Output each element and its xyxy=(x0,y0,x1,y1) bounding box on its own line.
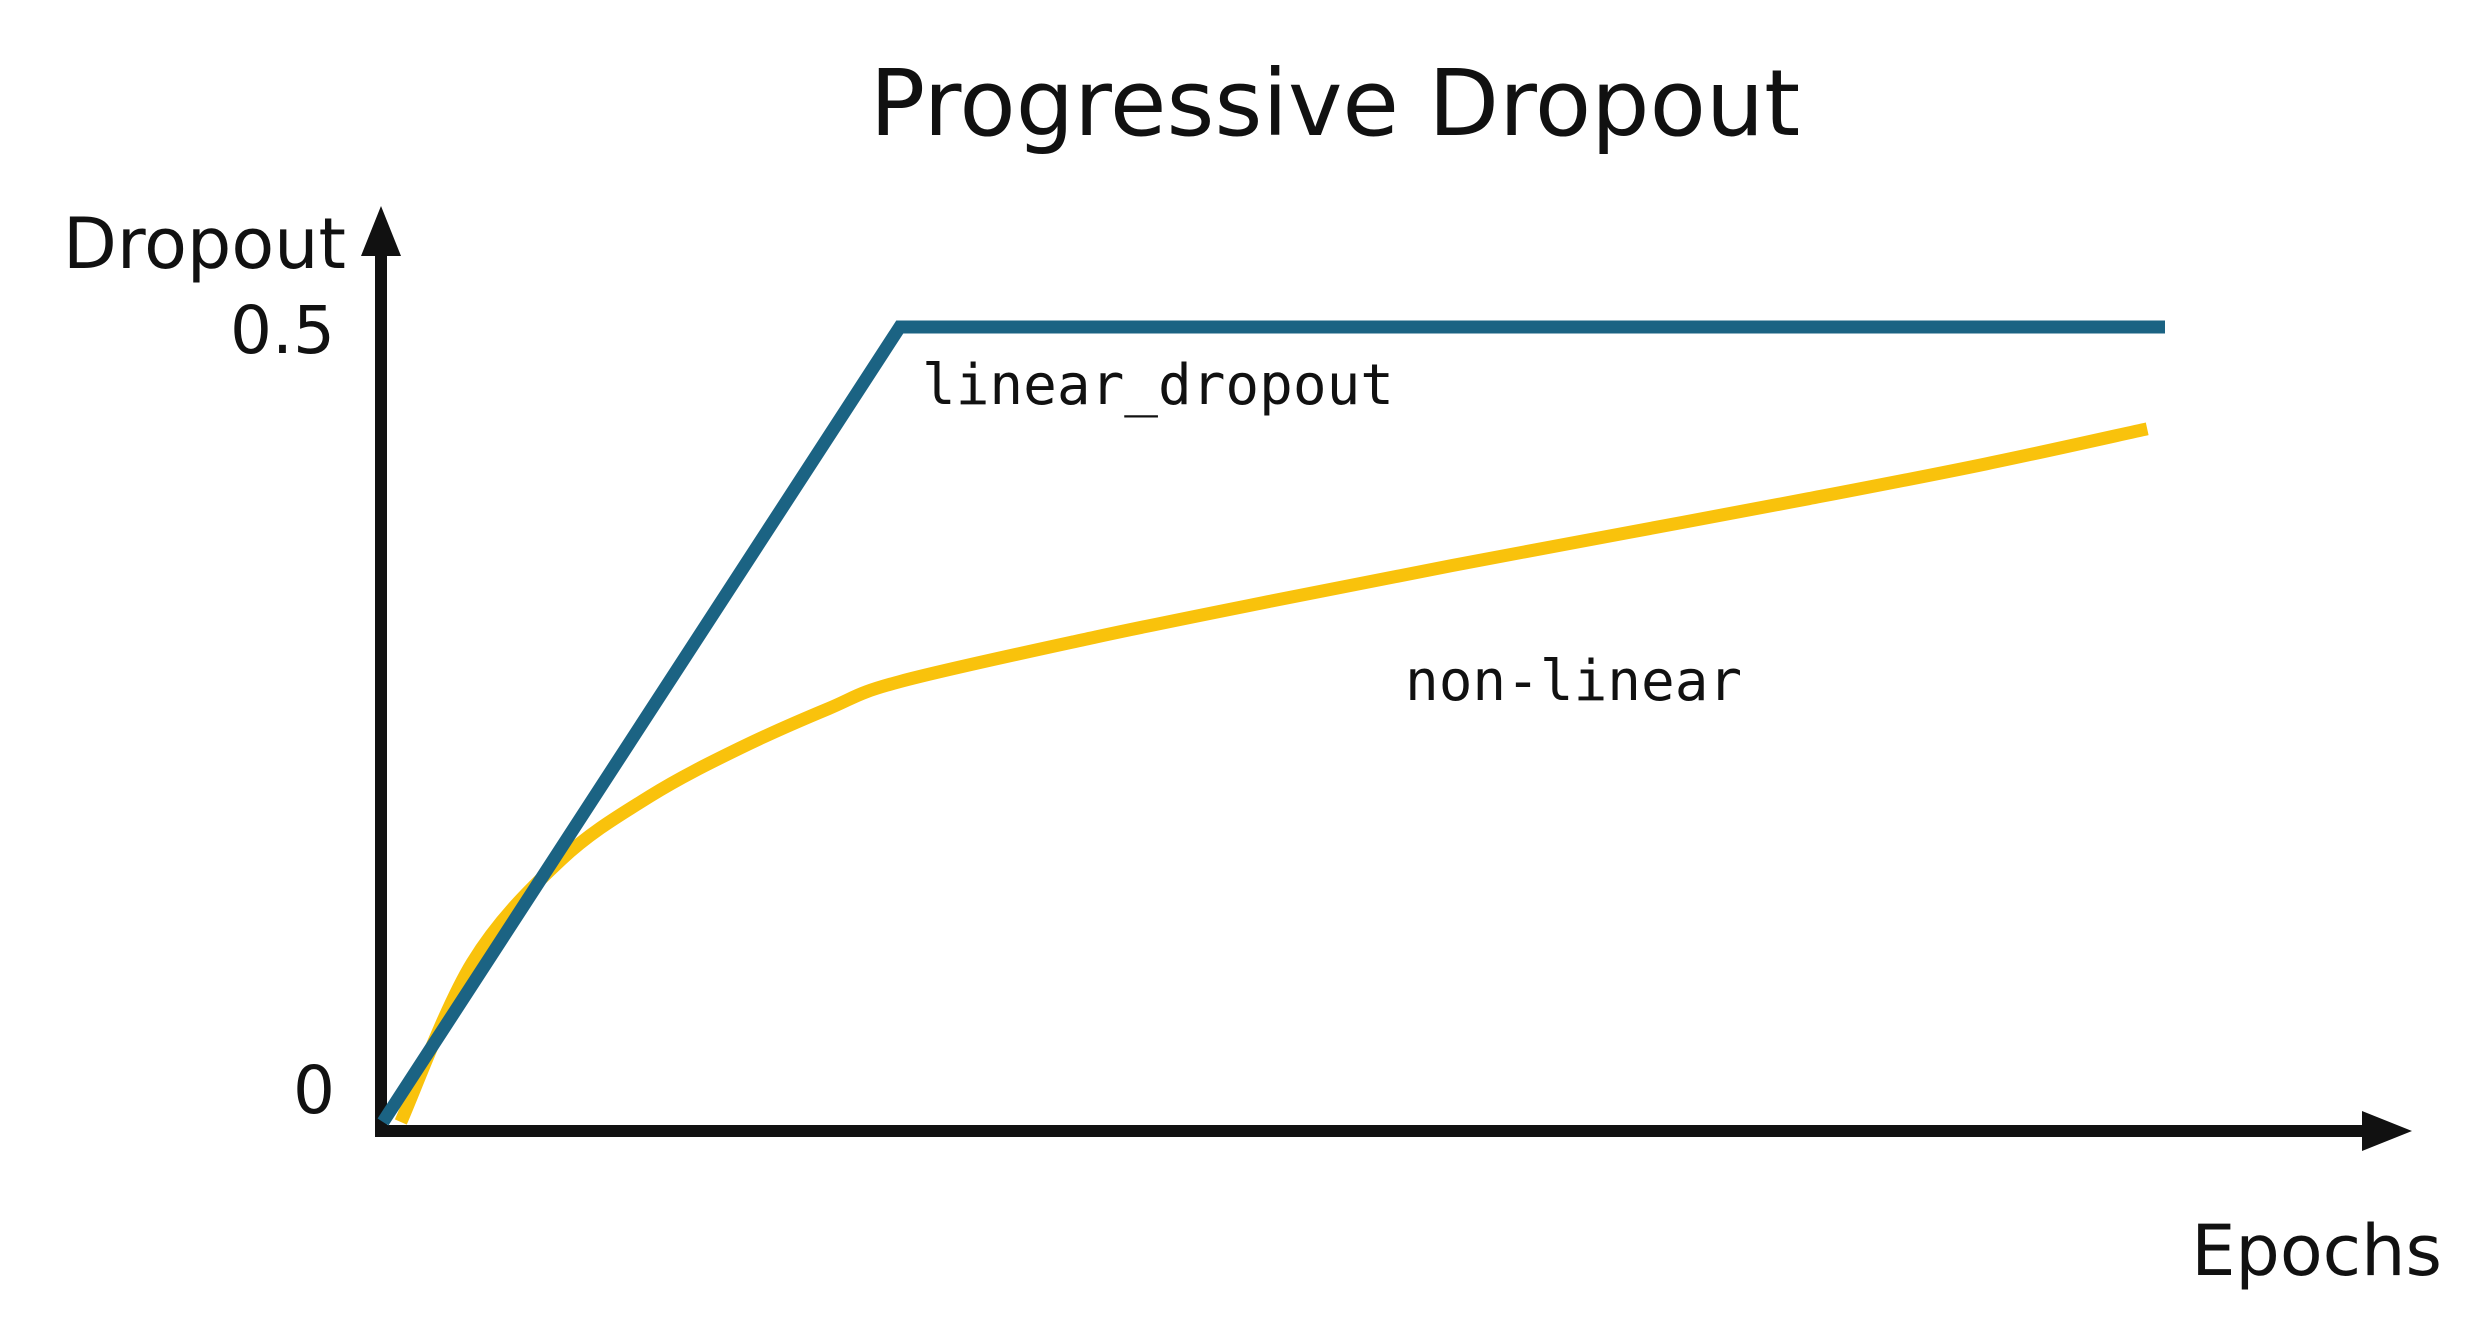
series-label: non-linear xyxy=(1405,649,1742,714)
x-axis-arrow xyxy=(2362,1111,2412,1151)
series-line-non-linear xyxy=(394,422,2149,1125)
y-tick-label: 0 xyxy=(293,1052,335,1129)
y-ticks: 00.5 xyxy=(230,292,335,1129)
axes xyxy=(361,206,2412,1151)
chart-title: Progressive Dropout xyxy=(870,50,1800,157)
series-lines xyxy=(377,320,2165,1126)
y-axis-label: Dropout xyxy=(63,203,346,285)
series-labels: linear_dropout non-linear xyxy=(922,353,1742,714)
y-tick-label: 0.5 xyxy=(230,292,335,369)
series-label: linear_dropout xyxy=(922,353,1394,418)
series-line-linear-dropout xyxy=(377,320,2165,1126)
x-axis-label: Epochs xyxy=(2191,1210,2442,1292)
y-axis-arrow xyxy=(361,206,401,256)
